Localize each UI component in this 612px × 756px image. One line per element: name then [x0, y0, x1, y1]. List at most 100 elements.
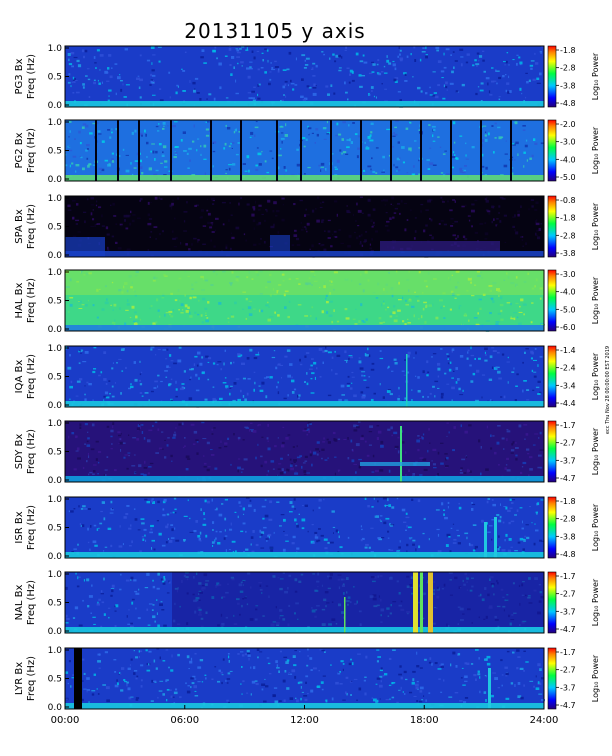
texture-speck	[111, 128, 113, 131]
texture-speck	[224, 377, 227, 379]
texture-speck	[304, 226, 306, 228]
texture-speck	[139, 550, 142, 553]
texture-speck	[321, 688, 324, 691]
texture-speck	[429, 657, 432, 660]
texture-speck	[158, 143, 162, 146]
texture-speck	[537, 502, 540, 506]
texture-speck	[428, 538, 430, 541]
texture-speck	[392, 216, 395, 219]
texture-speck	[306, 85, 310, 88]
texture-speck	[194, 281, 198, 284]
y-tick-label: 1.0	[48, 570, 63, 580]
texture-speck	[139, 650, 143, 653]
texture-speck	[401, 146, 405, 149]
texture-speck	[157, 428, 160, 431]
texture-speck	[152, 80, 154, 82]
texture-speck	[144, 587, 149, 589]
texture-speck	[104, 546, 108, 548]
texture-speck	[68, 58, 70, 62]
texture-speck	[342, 699, 346, 701]
texture-speck	[500, 396, 503, 398]
texture-speck	[100, 590, 103, 593]
texture-speck	[182, 309, 184, 311]
texture-speck	[163, 125, 165, 127]
texture-speck	[86, 689, 91, 691]
texture-speck	[432, 164, 437, 166]
texture-speck	[523, 538, 526, 542]
texture-speck	[512, 216, 516, 218]
texture-speck	[104, 391, 109, 395]
texture-speck	[199, 531, 202, 535]
texture-speck	[166, 699, 168, 702]
texture-speck	[388, 469, 391, 473]
texture-speck	[321, 649, 325, 652]
texture-speck	[464, 675, 468, 678]
texture-speck	[173, 362, 177, 365]
texture-speck	[437, 451, 440, 455]
texture-speck	[438, 678, 441, 680]
texture-speck	[193, 363, 196, 367]
texture-speck	[161, 609, 165, 611]
texture-speck	[285, 437, 289, 440]
texture-speck	[101, 168, 105, 172]
texture-speck	[353, 429, 358, 432]
texture-speck	[251, 50, 254, 53]
texture-speck	[334, 456, 337, 458]
texture-speck	[449, 209, 453, 212]
texture-speck	[310, 364, 313, 367]
texture-speck	[506, 52, 509, 54]
texture-speck	[415, 548, 417, 552]
texture-speck	[165, 541, 168, 544]
texture-speck	[160, 198, 163, 200]
texture-speck	[231, 313, 233, 316]
texture-speck	[125, 513, 129, 516]
texture-speck	[228, 167, 231, 171]
texture-speck	[103, 395, 108, 398]
panel-station-label: ISR Bx	[14, 511, 25, 543]
texture-speck	[304, 214, 307, 217]
texture-speck	[119, 441, 123, 445]
texture-speck	[485, 77, 490, 80]
texture-speck	[82, 167, 85, 171]
texture-speck	[190, 376, 192, 379]
texture-speck	[184, 271, 187, 273]
texture-speck	[350, 694, 352, 696]
texture-speck	[533, 138, 536, 141]
texture-speck	[212, 362, 216, 365]
texture-speck	[166, 592, 170, 594]
texture-speck	[364, 141, 366, 144]
texture-speck	[195, 520, 198, 523]
texture-speck	[425, 46, 427, 50]
texture-speck	[472, 524, 477, 526]
texture-speck	[487, 132, 490, 136]
texture-speck	[327, 230, 331, 233]
texture-speck	[88, 455, 90, 458]
texture-speck	[103, 577, 105, 581]
texture-speck	[122, 148, 125, 151]
texture-speck	[410, 209, 412, 212]
texture-speck	[210, 454, 215, 456]
texture-speck	[90, 612, 92, 614]
texture-speck	[255, 543, 259, 547]
texture-speck	[516, 373, 519, 376]
texture-speck	[440, 442, 444, 444]
texture-speck	[460, 63, 463, 67]
texture-speck	[175, 388, 178, 391]
texture-speck	[300, 228, 304, 231]
texture-speck	[486, 500, 489, 504]
texture-speck	[517, 695, 522, 698]
texture-speck	[293, 664, 297, 667]
texture-speck	[83, 55, 85, 59]
texture-speck	[107, 607, 111, 609]
texture-speck	[254, 134, 256, 137]
texture-speck	[345, 676, 349, 679]
texture-speck	[287, 469, 290, 472]
texture-speck	[252, 206, 256, 209]
texture-speck	[80, 698, 84, 702]
texture-speck	[455, 367, 458, 370]
texture-speck	[202, 243, 206, 245]
texture-speck	[145, 133, 147, 137]
texture-speck	[139, 132, 143, 136]
texture-speck	[237, 436, 241, 440]
